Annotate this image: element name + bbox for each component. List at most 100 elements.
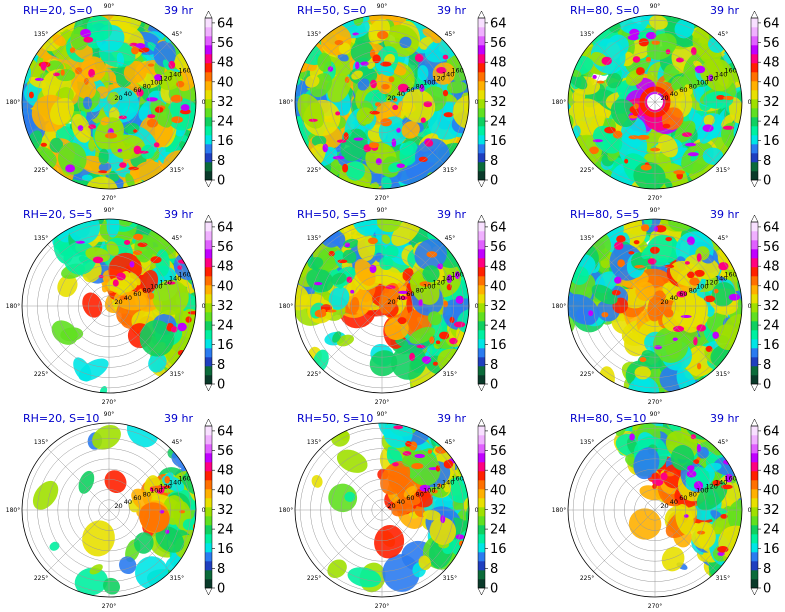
angle-tick-label: 90° <box>650 411 661 418</box>
contour-core <box>392 462 399 467</box>
angle-tick-label: 270° <box>648 603 662 610</box>
contour-core <box>453 321 466 328</box>
radial-tick-label: 140 <box>169 275 181 283</box>
colorbar-segment <box>478 90 485 100</box>
angle-tick-label: 45° <box>172 31 183 38</box>
colorbar-segment <box>205 249 212 259</box>
contour-core <box>344 76 350 83</box>
colorbar-segment <box>751 303 758 313</box>
colorbar-tick-label: 0 <box>490 174 498 189</box>
colorbar-segment <box>751 285 758 295</box>
colorbar-segment <box>751 72 758 82</box>
contour-patch <box>128 272 141 286</box>
contour-core <box>53 72 60 77</box>
contour-core <box>696 253 702 262</box>
colorbar-segment <box>751 426 758 436</box>
angle-tick-label: 270° <box>648 399 662 406</box>
angle-tick-label: 315° <box>716 575 730 582</box>
contour-patch <box>395 423 408 425</box>
colorbar-tick-label: 40 <box>490 483 507 498</box>
contour-patch <box>692 423 710 433</box>
contour-core <box>322 143 329 153</box>
radial-tick-label: 80 <box>143 286 151 294</box>
colorbar-segment <box>478 153 485 163</box>
colorbar-segment <box>478 231 485 241</box>
contour-core <box>398 290 408 294</box>
colorbar-segment <box>478 498 485 508</box>
angle-tick-label: 270° <box>375 195 389 202</box>
radial-tick-label: 80 <box>416 286 424 294</box>
contour-core <box>418 299 424 307</box>
colorbar-segment <box>751 498 758 508</box>
colorbar-segment <box>205 579 212 589</box>
angle-tick-label: 45° <box>172 439 183 446</box>
contour-patch <box>342 249 357 264</box>
colorbar-frame <box>204 221 213 385</box>
colorbar-segment <box>478 99 485 109</box>
colorbar-tick-label: 40 <box>763 75 780 90</box>
panel-time-label: 39 hr <box>437 412 466 425</box>
colorbar-segment <box>478 36 485 46</box>
contour-core <box>180 104 190 111</box>
colorbar-segment <box>751 357 758 367</box>
angular-gridline <box>47 305 110 368</box>
colorbar-segment <box>751 117 758 127</box>
colorbar-tick-label: 8 <box>763 358 771 373</box>
radial-tick-label: 40 <box>670 294 678 302</box>
contour-core <box>436 67 447 74</box>
contour-core <box>328 250 335 257</box>
panel-title: RH=50, S=0 <box>297 4 366 17</box>
angle-tick-label: 225° <box>307 371 321 378</box>
colorbar-segment <box>205 258 212 268</box>
contour-core <box>443 300 448 308</box>
colorbar-segment <box>478 54 485 64</box>
panel-title: RH=20, S=0 <box>23 4 92 17</box>
contour-core <box>154 74 163 81</box>
colorbar-tick-label: 32 <box>763 95 780 110</box>
contour-core <box>396 163 405 169</box>
contour-core <box>34 77 44 81</box>
contour-core <box>147 63 155 67</box>
panel-time-label: 39 hr <box>437 208 466 221</box>
colorbar-tick-label: 16 <box>490 134 507 149</box>
colorbar-tick-label: 0 <box>763 582 771 597</box>
radial-tick-label: 80 <box>143 82 151 90</box>
colorbar-segment <box>751 525 758 535</box>
contour-field <box>568 219 742 393</box>
contour-core <box>377 30 389 40</box>
contour-core <box>170 326 178 333</box>
colorbar: 0 8 16 24 32 40 48 56 64 <box>477 10 507 189</box>
colorbar-tick-label: 64 <box>490 424 507 439</box>
colorbar-tick-label: 40 <box>217 75 234 90</box>
contour-core <box>69 47 76 54</box>
contour-core <box>687 152 699 157</box>
contour-core <box>28 91 34 99</box>
angle-tick-label: 270° <box>648 195 662 202</box>
radial-tick-label: 160 <box>178 271 190 279</box>
angle-tick-label: 180° <box>6 99 20 106</box>
contour-core <box>693 336 698 346</box>
angular-gridline <box>47 101 110 164</box>
radial-tick-label: 60 <box>406 86 414 94</box>
polar-grid <box>22 219 196 393</box>
radial-tick-label: 100 <box>150 78 162 86</box>
colorbar-segment <box>751 171 758 181</box>
angular-gridline <box>381 305 444 368</box>
colorbar-tick-label: 32 <box>763 299 780 314</box>
contour-patch <box>328 286 350 310</box>
contour-core <box>137 242 148 248</box>
contour-patch <box>703 91 734 109</box>
panel-title: RH=80, S=10 <box>570 412 646 425</box>
radial-tick-label: 100 <box>423 78 435 86</box>
contour-core <box>636 67 645 76</box>
colorbar-segment <box>205 561 212 571</box>
contour-core <box>702 124 714 132</box>
colorbar-segment <box>205 54 212 64</box>
colorbar-segment <box>478 561 485 571</box>
contour-core <box>92 256 104 264</box>
contour-core <box>694 269 705 277</box>
contour-patch <box>140 270 159 294</box>
contour-core <box>344 242 350 248</box>
